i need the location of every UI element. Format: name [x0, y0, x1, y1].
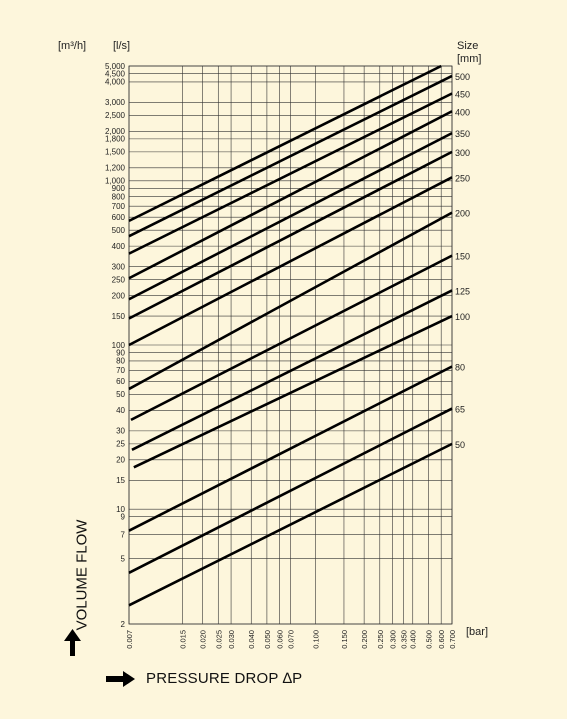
y-tick-label: 40: [116, 406, 125, 415]
x-tick-label: 0.300: [389, 630, 398, 649]
y-tick-label: 250: [112, 275, 126, 284]
series-label: 50: [455, 440, 465, 450]
x-tick-label: 0.070: [287, 630, 296, 649]
y-tick-label: 300: [112, 262, 126, 271]
y-tick-label: 1,200: [105, 164, 126, 173]
y-unit-left: [m³/h]: [58, 40, 87, 52]
arrow-up-icon: [64, 629, 81, 656]
y-tick-label: 25: [116, 440, 125, 449]
y-tick-label: 7: [121, 530, 126, 539]
x-tick-label: 0.500: [424, 630, 433, 649]
y-tick-label: 2,500: [105, 111, 126, 120]
y-tick-label: 3,000: [105, 98, 126, 107]
y-tick-label: 1,000: [105, 177, 126, 186]
series-label: 65: [455, 405, 465, 415]
y-tick-label: 70: [116, 366, 125, 375]
series-label: 300: [455, 148, 470, 158]
y-tick-label: 100: [112, 341, 126, 350]
y-tick-label: 500: [112, 226, 126, 235]
y-tick-label: 30: [116, 427, 125, 436]
series-line-200: [128, 211, 453, 391]
series-line-250: [128, 176, 453, 347]
y-tick-label: 90: [116, 348, 125, 357]
y-tick-label: 1,500: [105, 148, 126, 157]
y-tick-label: 80: [116, 357, 125, 366]
x-tick-label: 0.350: [399, 630, 408, 649]
x-tick-label: 0.050: [263, 630, 272, 649]
series-line-400: [128, 110, 453, 280]
y-tick-label: 5: [121, 554, 126, 563]
series-line-300: [128, 150, 453, 320]
y-tick-label: 10: [116, 505, 125, 514]
series-label: 450: [455, 90, 470, 100]
x-tick-label: 0.100: [312, 630, 321, 649]
y-tick-label: 4,500: [105, 69, 126, 78]
series-line-500: [128, 74, 453, 238]
series-label: 350: [455, 129, 470, 139]
series-label: 100: [455, 312, 470, 322]
series-label: 80: [455, 362, 465, 372]
x-tick-label: 0.030: [227, 630, 236, 649]
x-tick-label: 0.150: [340, 630, 349, 649]
y-tick-label: 150: [112, 312, 126, 321]
x-tick-label: 0.400: [409, 630, 418, 649]
x-tick-label: 0.025: [214, 630, 223, 649]
x-tick-label: 0.040: [247, 630, 256, 649]
series-label: 200: [455, 209, 470, 219]
series-label: 500: [455, 72, 470, 82]
series-label: 250: [455, 173, 470, 183]
series-line-125: [131, 289, 453, 451]
series-line-80: [128, 365, 453, 532]
x-tick-label: 0.060: [276, 630, 285, 649]
series-line-450: [128, 92, 453, 255]
y-tick-label: 200: [112, 291, 126, 300]
series-line-65: [128, 407, 453, 574]
y-tick-label: 50: [116, 390, 125, 399]
y-tick-label: 900: [112, 184, 126, 193]
series-label: 125: [455, 286, 470, 296]
y-tick-label: 600: [112, 213, 126, 222]
x-tick-label: 0.600: [437, 630, 446, 649]
y-tick-label: 700: [112, 202, 126, 211]
y-axis-title: VOLUME FLOW: [73, 519, 91, 631]
x-tick-label: 0.015: [178, 630, 187, 649]
x-axis-title: PRESSURE DROP ∆P: [146, 670, 303, 687]
series-line-top: [128, 64, 442, 223]
series-label: 400: [455, 107, 470, 117]
series-line-350: [128, 131, 453, 301]
y-tick-label: 800: [112, 192, 126, 201]
y-tick-label: 2,000: [105, 127, 126, 136]
size-unit-label: Size: [457, 40, 479, 52]
series-line-50: [128, 442, 453, 607]
x-unit: [bar]: [466, 626, 489, 638]
series-line-150: [130, 254, 453, 422]
arrow-right-icon: [106, 671, 135, 687]
y-tick-label: 15: [116, 476, 125, 485]
y-tick-label: 5,000: [105, 62, 126, 71]
y-unit-right: [l/s]: [113, 40, 131, 52]
y-tick-label: 1,800: [105, 135, 126, 144]
x-tick-label: 0.700: [448, 630, 457, 649]
y-tick-label: 20: [116, 456, 125, 465]
y-tick-label: 2: [121, 620, 126, 629]
size-unit: [mm]: [457, 53, 482, 65]
y-tick-label: 400: [112, 242, 126, 251]
series-line-100: [133, 314, 453, 469]
y-tick-label: 9: [121, 513, 126, 522]
y-tick-label: 4,000: [105, 78, 126, 87]
x-tick-label: 0.020: [199, 630, 208, 649]
x-tick-label: 0.200: [360, 630, 369, 649]
x-tick-label: 0.007: [125, 630, 134, 649]
y-tick-label: 60: [116, 377, 125, 386]
x-tick-label: 0.250: [376, 630, 385, 649]
series-label: 150: [455, 252, 470, 262]
